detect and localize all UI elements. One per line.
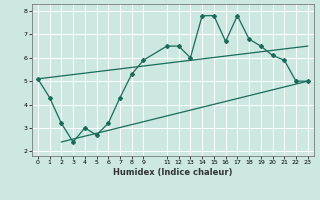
X-axis label: Humidex (Indice chaleur): Humidex (Indice chaleur) — [113, 168, 233, 177]
